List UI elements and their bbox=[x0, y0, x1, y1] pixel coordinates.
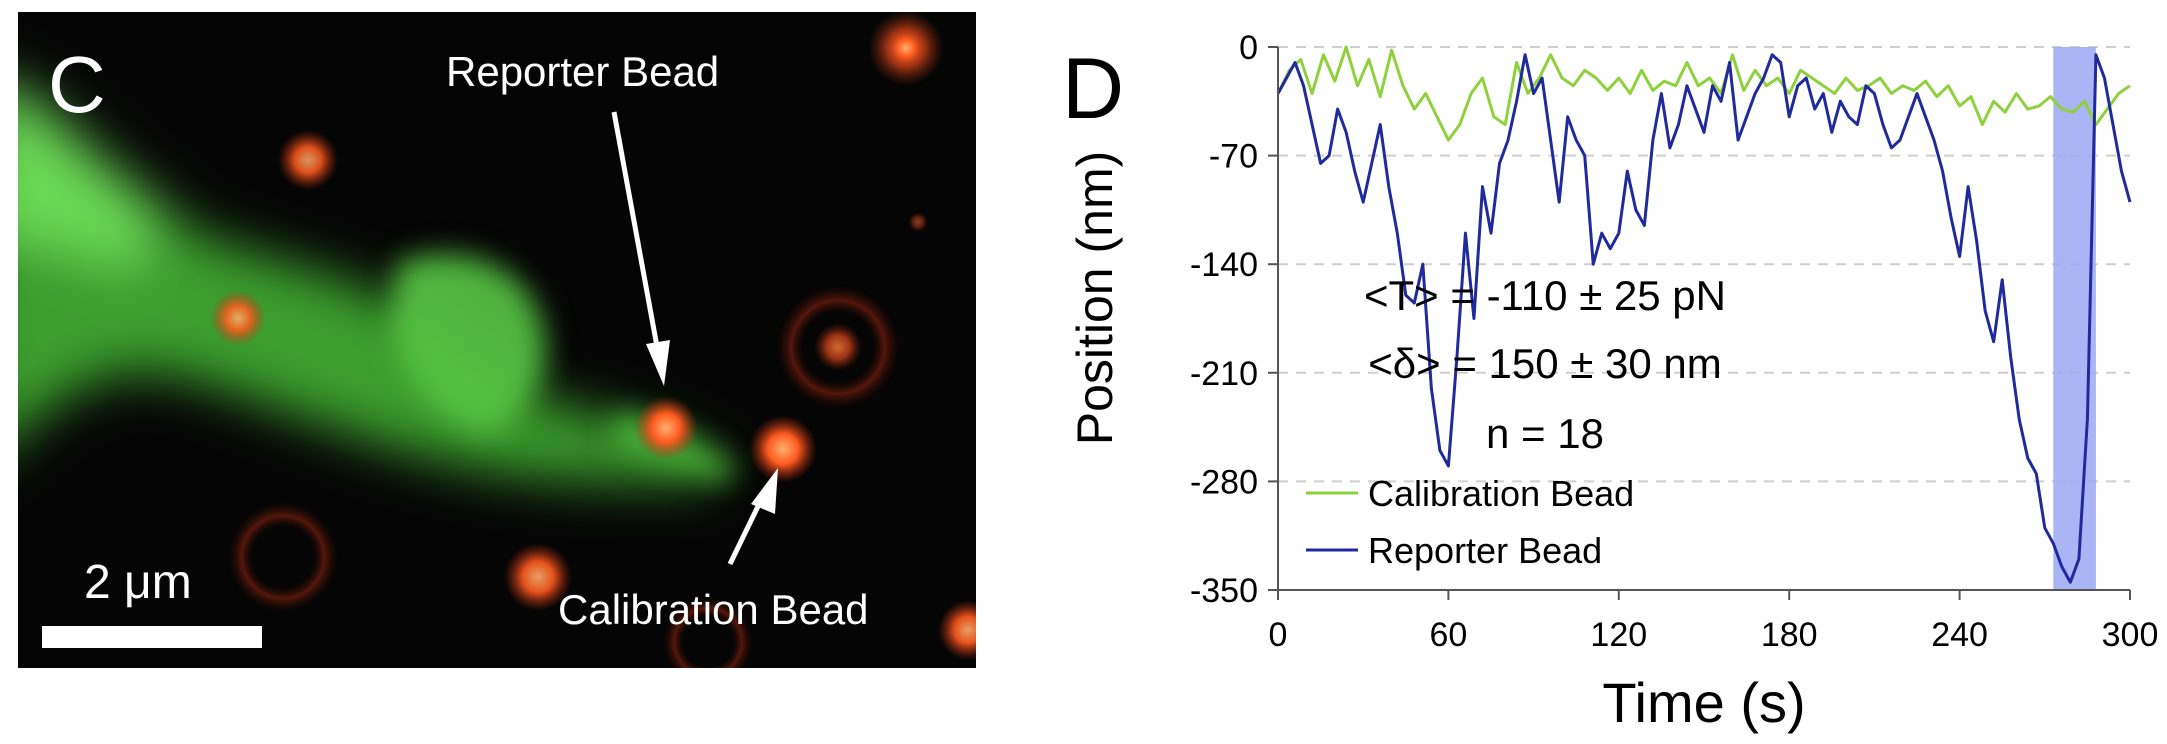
position-time-chart: D Position (nm) Time (s) 0 -70 -140 -210 -28… bbox=[1062, 29, 2158, 734]
grid-lines bbox=[1278, 46, 2130, 483]
legend-label: Reporter Bead bbox=[1368, 530, 1602, 571]
reporter-arrow bbox=[611, 111, 661, 353]
reporter-arrow-head bbox=[646, 340, 670, 386]
legend-label: Calibration Bead bbox=[1368, 473, 1634, 514]
bead-particles bbox=[210, 12, 976, 668]
x-axis-label: Time (s) bbox=[1602, 671, 1805, 734]
chart-axes bbox=[1268, 46, 2131, 600]
y-tick-label: -70 bbox=[1209, 138, 1258, 176]
x-tick-label: 0 bbox=[1269, 616, 1288, 654]
y-tick-label: -210 bbox=[1190, 355, 1258, 393]
calibration-bead-dot bbox=[749, 415, 817, 483]
scale-bar bbox=[42, 626, 262, 648]
calibration-bead-annotation: Calibration Bead bbox=[558, 586, 869, 633]
x-tick-label: 120 bbox=[1590, 616, 1647, 654]
series-lines bbox=[1276, 45, 2132, 584]
tick-labels: 0 -70 -140 -210 -280 -350 0 60 120 180 240 300 bbox=[1190, 29, 2158, 654]
y-axis-label: Position (nm) bbox=[1067, 151, 1123, 446]
chart-legend: Calibration Bead Reporter Bead bbox=[1306, 473, 1634, 571]
reporter-bead-dot bbox=[634, 396, 698, 460]
series-line-reporter bbox=[1276, 53, 2132, 584]
y-tick-label: -140 bbox=[1190, 246, 1258, 284]
stats-displacement: <δ> = 150 ± 30 nm bbox=[1368, 340, 1722, 387]
stats-annotation: <T> = -110 ± 25 pN <δ> = 150 ± 30 nm n =… bbox=[1364, 272, 1726, 457]
calibration-arrow-head bbox=[751, 468, 778, 514]
x-tick-label: 240 bbox=[1931, 616, 1988, 654]
scale-bar-label: 2 μm bbox=[84, 556, 192, 609]
y-tick-label: -350 bbox=[1190, 572, 1258, 610]
membrane-fluorescence bbox=[18, 87, 718, 482]
x-tick-label: 60 bbox=[1429, 616, 1467, 654]
reporter-bead-annotation: Reporter Bead bbox=[446, 48, 719, 95]
micrograph-panel: C Reporter Bead Calibration Bead 2 μm bbox=[18, 12, 976, 668]
y-tick-label: -280 bbox=[1190, 463, 1258, 501]
stats-n: n = 18 bbox=[1486, 410, 1604, 457]
stats-tension: <T> = -110 ± 25 pN bbox=[1364, 272, 1726, 319]
x-tick-label: 300 bbox=[2102, 616, 2159, 654]
x-tick-label: 180 bbox=[1761, 616, 1818, 654]
panel-c-label: C bbox=[48, 40, 106, 129]
y-tick-label: 0 bbox=[1239, 29, 1258, 67]
calibration-arrow bbox=[727, 494, 766, 566]
series-line-calibration bbox=[1276, 45, 2131, 142]
panel-d-label: D bbox=[1062, 41, 1124, 137]
